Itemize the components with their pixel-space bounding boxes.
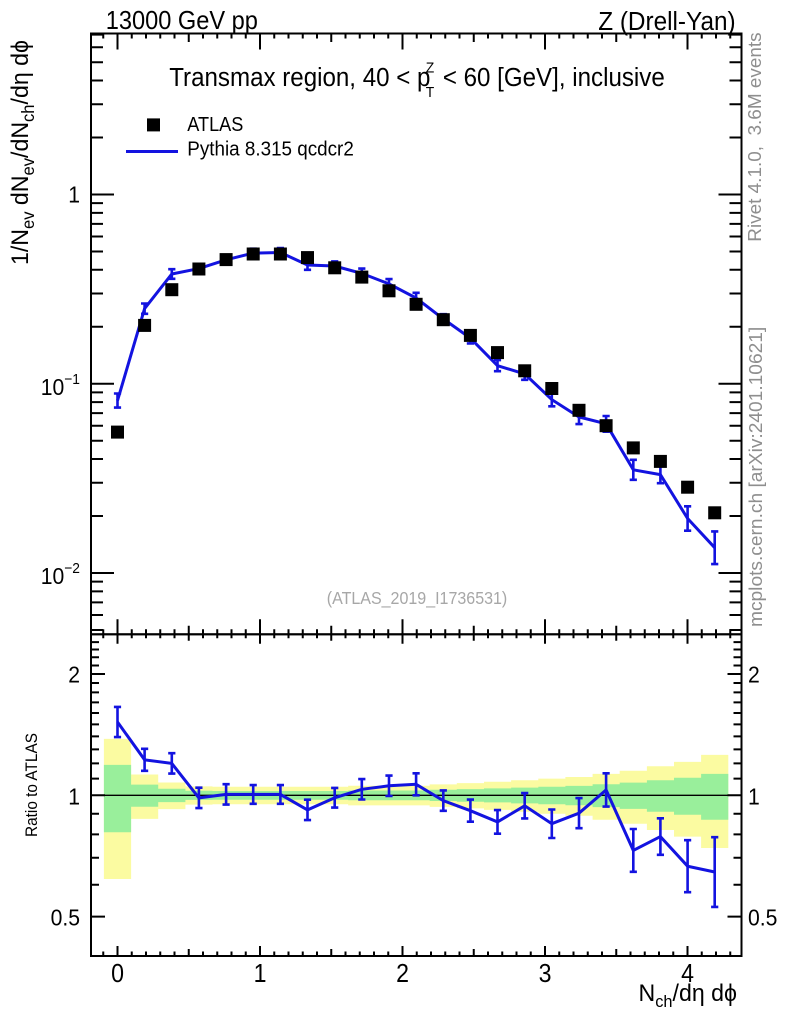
svg-text:4: 4 (681, 960, 694, 989)
svg-text:Rivet 4.1.0, 3.6M events: Rivet 4.1.0, 3.6M events (744, 32, 765, 241)
svg-text:13000 GeV pp: 13000 GeV pp (106, 7, 258, 35)
svg-text:1: 1 (68, 182, 80, 208)
svg-text:2: 2 (748, 662, 760, 688)
svg-text:Ratio to ATLAS: Ratio to ATLAS (22, 733, 41, 837)
svg-text:mcplots.cern.ch [arXiv:2401.10: mcplots.cern.ch [arXiv:2401.10621] (746, 327, 767, 627)
svg-text:Z (Drell-Yan): Z (Drell-Yan) (598, 7, 735, 36)
svg-text:(ATLAS_2019_I1736531): (ATLAS_2019_I1736531) (327, 588, 508, 608)
svg-text:1: 1 (68, 783, 80, 809)
svg-text:1/Nev dNev/dNch/dη dϕ: 1/Nev dNev/dNch/dη dϕ (6, 40, 38, 265)
svg-text:10−1: 10−1 (41, 372, 80, 401)
svg-text:2: 2 (396, 960, 409, 989)
svg-text:Nch/dη dϕ: Nch/dη dϕ (639, 980, 737, 1011)
svg-text:0.5: 0.5 (748, 905, 777, 931)
svg-text:0: 0 (111, 960, 124, 989)
svg-text:ATLAS: ATLAS (187, 114, 243, 136)
svg-text:1: 1 (748, 783, 760, 809)
svg-text:Pythia 8.315 qcdcr2: Pythia 8.315 qcdcr2 (187, 138, 354, 161)
svg-text:1: 1 (254, 960, 267, 989)
svg-text:2: 2 (68, 662, 80, 688)
svg-text:0.5: 0.5 (51, 905, 80, 931)
svg-text:3: 3 (539, 960, 552, 989)
